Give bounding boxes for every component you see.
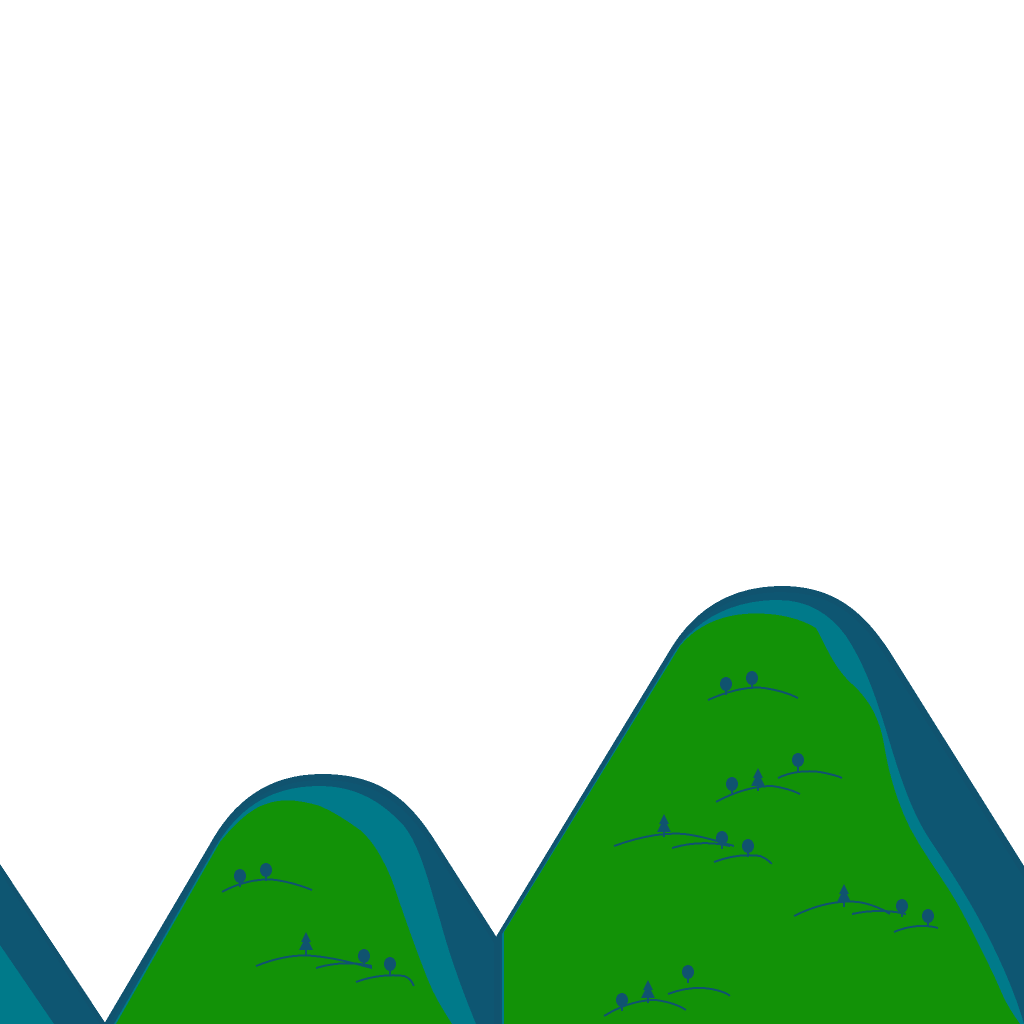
right-hill bbox=[494, 586, 1024, 1024]
middle-hill bbox=[104, 774, 552, 1024]
left-edge-hill bbox=[0, 864, 106, 1024]
middle-hill-trees bbox=[221, 863, 415, 987]
right-hill-trees bbox=[603, 671, 939, 1017]
